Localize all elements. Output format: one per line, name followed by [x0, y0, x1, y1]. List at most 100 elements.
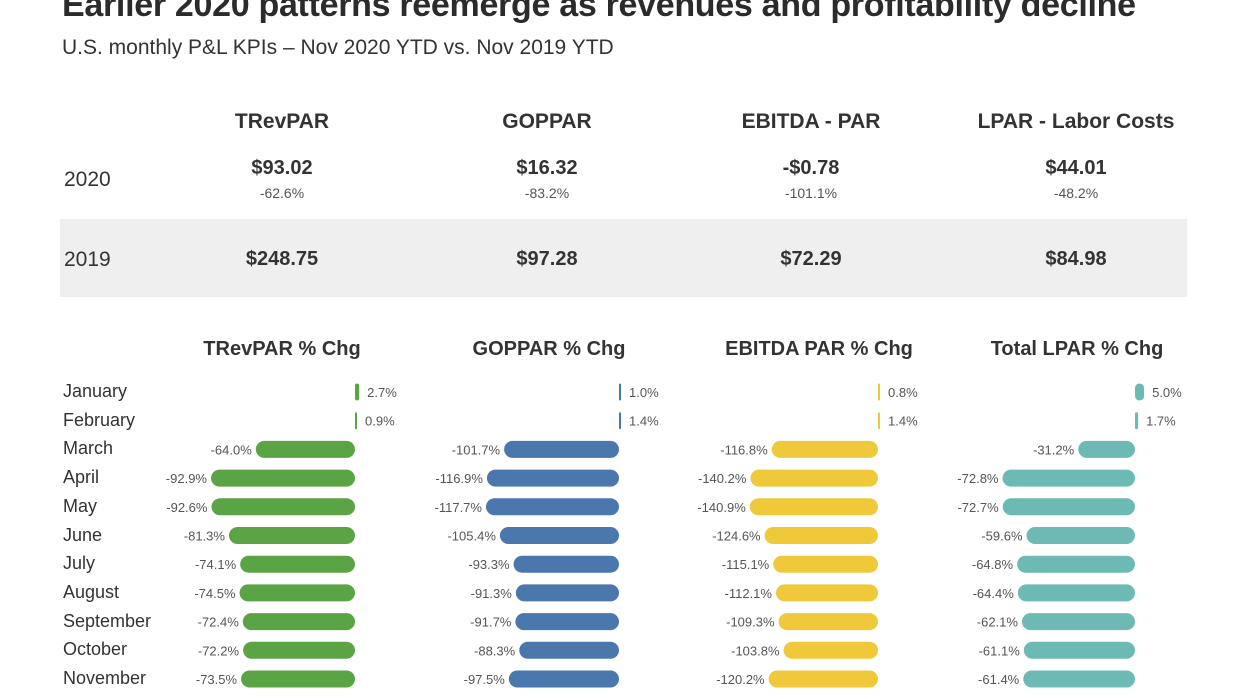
kpi-change-2020-goppar: -83.2%	[524, 185, 570, 201]
month-label: March	[63, 438, 114, 459]
kpi-value-2020-lpar: $44.01	[1045, 157, 1107, 179]
bar-value-label: 1.4%	[888, 414, 918, 429]
bar-value-label: -105.4%	[447, 529, 496, 544]
bar	[783, 641, 878, 659]
bar	[486, 469, 619, 487]
bar	[228, 527, 355, 544]
bar-value-label: -74.1%	[195, 557, 237, 572]
kpi-value-2020-trevpar: $93.02	[251, 157, 313, 179]
month-label: September	[63, 610, 152, 631]
bar	[240, 555, 355, 573]
row-band-2019	[60, 219, 1187, 297]
bar-value-label: 0.8%	[888, 385, 918, 400]
kpi-value-2019-ebitda: $72.29	[780, 248, 842, 270]
bar-value-label: -72.8%	[957, 471, 999, 486]
bar	[764, 527, 878, 544]
bar	[1023, 641, 1135, 659]
bar	[211, 498, 355, 516]
bar-value-label: -72.2%	[198, 643, 240, 658]
kpi-value-2019-goppar: $97.28	[516, 248, 578, 270]
bar-value-label: -31.2%	[1033, 442, 1075, 457]
bar	[515, 584, 619, 602]
bar-value-label: -140.2%	[698, 471, 747, 486]
bar-value-label: -117.7%	[435, 500, 483, 515]
panel-title-goppar: GOPPAR % Chg	[472, 338, 626, 360]
bar	[241, 670, 355, 688]
bar-value-label: 0.9%	[365, 414, 395, 429]
bar-value-label: -74.5%	[194, 586, 236, 601]
month-label: April	[63, 467, 100, 488]
bar	[499, 527, 619, 544]
kpi-header-goppar: GOPPAR	[502, 110, 592, 133]
bar	[211, 469, 355, 487]
bar-value-label: -72.4%	[198, 615, 240, 630]
bar-value-label: -116.8%	[720, 442, 768, 457]
panel-title-trevpar: TRevPAR % Chg	[203, 338, 361, 360]
bar-value-label: -101.7%	[452, 442, 501, 457]
bar	[242, 613, 355, 631]
bar	[1021, 613, 1135, 631]
bar-value-label: -124.6%	[712, 529, 761, 544]
month-label: January	[63, 381, 128, 401]
bar	[619, 383, 621, 401]
panel-title-ebitda: EBITDA PAR % Chg	[725, 338, 913, 360]
bar	[1135, 383, 1145, 401]
bar-value-label: -91.7%	[470, 615, 512, 630]
bar-value-label: -97.5%	[464, 672, 506, 687]
bar-value-label: -115.1%	[722, 557, 770, 572]
month-label: May	[63, 495, 98, 516]
month-label: August	[63, 581, 120, 602]
bar	[1023, 670, 1135, 688]
bar	[519, 641, 619, 659]
bar-value-label: -88.3%	[474, 643, 516, 658]
bar-value-label: 2.7%	[367, 385, 397, 400]
bar-value-label: 5.0%	[1152, 385, 1182, 400]
bar-value-label: -93.3%	[468, 557, 510, 572]
bar-value-label: -103.8%	[731, 643, 780, 658]
bar-value-label: -61.1%	[979, 643, 1021, 658]
bar-value-label: -120.2%	[716, 672, 765, 687]
bar	[1017, 584, 1135, 602]
bar	[773, 555, 878, 573]
kpi-header-ebitda: EBITDA - PAR	[741, 110, 881, 133]
bar-value-label: -91.3%	[471, 586, 513, 601]
bar-value-label: 1.0%	[629, 385, 659, 400]
bar-value-label: -62.1%	[977, 615, 1019, 630]
month-label: July	[63, 553, 96, 574]
panel-title-lpar: Total LPAR % Chg	[990, 338, 1164, 360]
bar-value-label: -116.9%	[435, 471, 483, 486]
bar	[768, 670, 878, 688]
year-label-2020: 2020	[64, 168, 111, 191]
bar-value-label: -140.9%	[697, 500, 746, 515]
month-label: October	[63, 639, 128, 660]
bar-value-label: -61.4%	[978, 672, 1020, 687]
bar	[1078, 440, 1135, 458]
kpi-header-lpar: LPAR - Labor Costs	[977, 110, 1175, 133]
kpi-value-2019-trevpar: $248.75	[245, 248, 319, 270]
bar	[1017, 555, 1135, 573]
bar	[255, 440, 355, 458]
kpi-value-2019-lpar: $84.98	[1045, 248, 1107, 270]
page-title: Earlier 2020 patterns reemerge as revenu…	[62, 0, 1136, 24]
bar-value-label: -109.3%	[726, 615, 775, 630]
page-subtitle: U.S. monthly P&L KPIs – Nov 2020 YTD vs.…	[62, 36, 614, 59]
bar-value-label: -92.6%	[166, 500, 208, 515]
bar-value-label: -92.9%	[166, 471, 208, 486]
bar	[485, 498, 619, 516]
bar	[1135, 412, 1139, 430]
bar-value-label: -59.6%	[981, 529, 1023, 544]
bar	[778, 613, 878, 631]
bar	[243, 641, 355, 659]
month-label: February	[63, 409, 136, 430]
bar	[878, 412, 880, 430]
bar	[355, 412, 357, 430]
year-label-2019: 2019	[64, 248, 111, 271]
bar	[749, 498, 878, 516]
bar	[508, 670, 619, 688]
bar	[1002, 498, 1135, 516]
bar	[1026, 527, 1135, 544]
bar-value-label: -72.7%	[957, 500, 999, 515]
bar-value-label: -73.5%	[196, 672, 238, 687]
bar-value-label: -112.1%	[725, 586, 773, 601]
